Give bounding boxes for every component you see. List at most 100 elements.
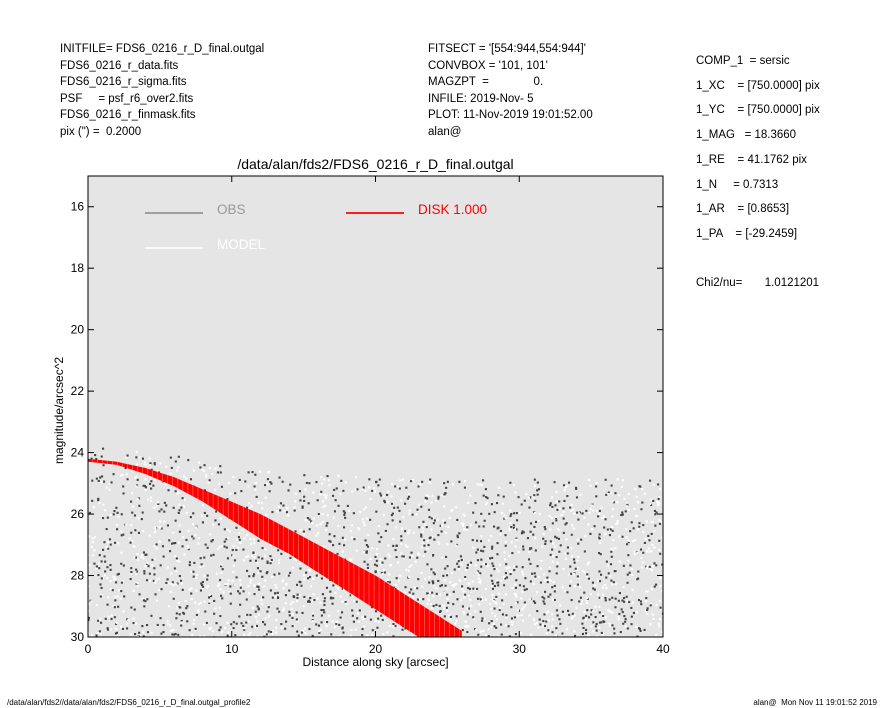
model-point — [486, 638, 488, 640]
model-point — [290, 639, 292, 641]
obs-point — [617, 599, 620, 602]
model-point — [655, 634, 658, 637]
model-point — [524, 603, 527, 606]
obs-point — [120, 513, 123, 516]
obs-point — [379, 492, 382, 495]
model-point — [144, 464, 147, 467]
model-point — [242, 528, 245, 531]
model-point — [278, 505, 281, 508]
obs-point — [325, 524, 328, 527]
model-point — [464, 625, 467, 628]
model-point — [155, 547, 158, 550]
obs-point — [333, 535, 336, 538]
obs-point — [431, 554, 434, 557]
obs-point — [219, 579, 222, 582]
obs-point — [529, 496, 532, 499]
model-point — [609, 624, 612, 627]
model-point — [247, 555, 250, 558]
model-point — [317, 532, 320, 535]
obs-point — [322, 609, 325, 612]
model-point — [492, 622, 495, 625]
model-point — [354, 628, 357, 631]
model-point — [588, 511, 591, 514]
model-point — [432, 595, 435, 598]
obs-point — [444, 584, 447, 587]
obs-point — [469, 561, 472, 564]
model-point — [579, 493, 582, 496]
model-point — [114, 577, 117, 580]
obs-point — [488, 512, 491, 515]
obs-point — [399, 520, 402, 523]
model-point — [287, 552, 290, 555]
obs-point — [549, 593, 552, 596]
model-point — [604, 622, 607, 625]
obs-point — [108, 538, 111, 541]
model-point — [580, 603, 583, 606]
model-point — [448, 516, 451, 519]
obs-point — [335, 487, 338, 490]
model-point — [622, 645, 624, 647]
obs-point — [611, 596, 614, 599]
model-point — [511, 623, 514, 626]
model-point — [644, 641, 646, 643]
model-point — [552, 542, 555, 545]
model-point — [112, 605, 115, 608]
obs-point — [153, 567, 156, 570]
obs-point — [262, 596, 265, 599]
model-point — [545, 611, 548, 614]
obs-point — [109, 543, 112, 546]
model-point — [649, 568, 652, 571]
obs-point — [477, 570, 480, 573]
model-point — [402, 556, 405, 559]
obs-point — [162, 645, 164, 647]
model-point — [612, 539, 615, 542]
obs-point — [130, 531, 133, 534]
obs-point — [263, 635, 266, 637]
model-point — [91, 634, 94, 637]
obs-point — [305, 481, 308, 484]
obs-point — [392, 635, 395, 637]
obs-point — [496, 502, 499, 505]
model-point — [609, 491, 612, 494]
obs-point — [182, 611, 185, 614]
obs-point — [219, 626, 222, 629]
model-point — [209, 639, 211, 641]
model-point — [628, 539, 631, 542]
obs-point — [185, 638, 187, 640]
obs-point — [523, 588, 526, 591]
obs-point — [238, 615, 241, 618]
model-point — [622, 479, 625, 482]
obs-point — [266, 571, 269, 574]
obs-point — [505, 563, 508, 566]
obs-point — [399, 645, 401, 647]
obs-point — [138, 504, 141, 507]
model-point — [601, 517, 604, 520]
model-point — [202, 565, 205, 568]
obs-point — [318, 631, 321, 634]
obs-point — [583, 591, 586, 594]
model-point — [214, 467, 217, 470]
obs-point — [201, 585, 204, 588]
obs-point — [483, 519, 486, 522]
obs-point — [365, 550, 368, 553]
obs-point — [94, 454, 97, 457]
obs-point — [410, 588, 413, 591]
model-point — [142, 557, 145, 560]
obs-point — [561, 632, 564, 635]
model-point — [373, 487, 376, 490]
model-point — [642, 561, 645, 564]
obs-point — [153, 462, 156, 465]
obs-point — [295, 611, 298, 614]
obs-point — [133, 514, 136, 517]
model-point — [474, 588, 477, 591]
model-point — [449, 593, 452, 596]
model-point — [150, 564, 153, 567]
obs-point — [432, 522, 435, 525]
obs-point — [299, 581, 302, 584]
obs-point — [622, 622, 625, 625]
model-point — [419, 483, 422, 486]
obs-point — [458, 532, 461, 535]
model-point — [198, 603, 201, 606]
obs-point — [551, 522, 554, 525]
model-point — [577, 555, 580, 558]
